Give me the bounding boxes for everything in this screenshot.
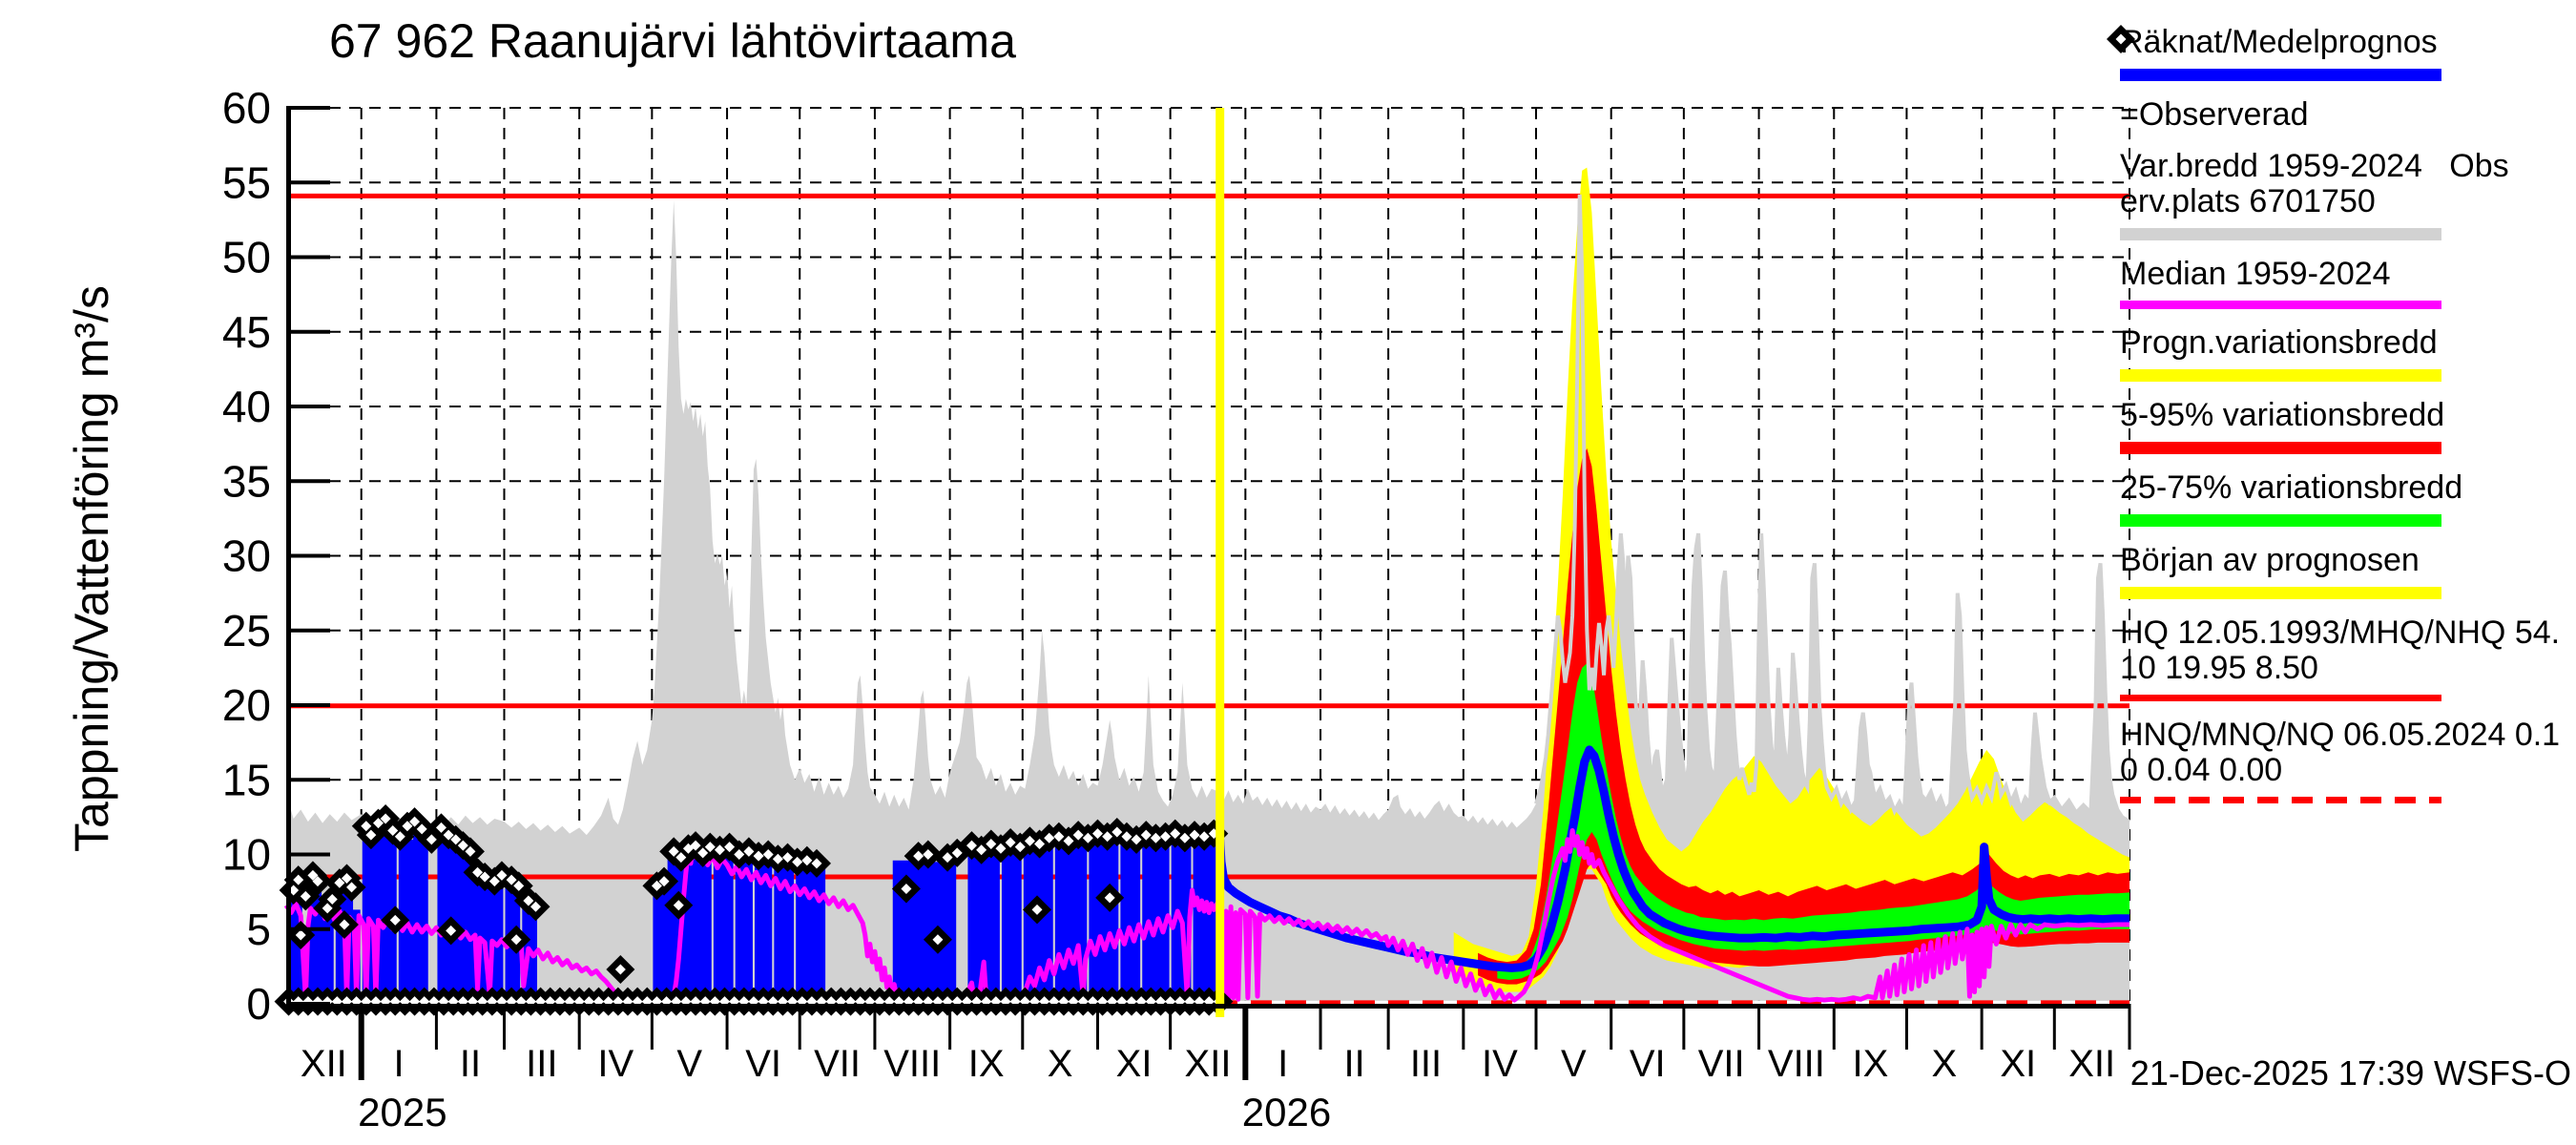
axes: [286, 106, 2131, 1080]
svg-text:5: 5: [246, 905, 271, 954]
svg-text:15: 15: [222, 755, 271, 804]
svg-text:VII: VII: [1698, 1043, 1745, 1085]
median-line: [283, 827, 2129, 1005]
svg-text:IX: IX: [1852, 1043, 1888, 1085]
svg-text:2026: 2026: [1242, 1090, 1331, 1135]
svg-text:IX: IX: [968, 1043, 1005, 1085]
svg-text:2025: 2025: [358, 1090, 447, 1135]
legend-sample-raknat: [2120, 69, 2441, 81]
observed-range-area: [286, 194, 2129, 1001]
legend-label-observerad: =Observerad: [2107, 25, 2576, 133]
legend-sample-hq: [2120, 695, 2441, 701]
legend-sample-varbredd: [2120, 228, 2441, 240]
svg-text:V: V: [676, 1043, 702, 1085]
svg-text:55: 55: [222, 157, 271, 207]
legend-item-progn-variationsbredd: Progn.variationsbredd: [2120, 325, 2576, 382]
svg-text:XI: XI: [1116, 1043, 1153, 1085]
forecast-mean-line: [1215, 745, 2129, 972]
svg-text:40: 40: [222, 382, 271, 431]
legend-item-hnq: HNQ/MNQ/NQ 06.05.2024 0.1 0 0.04 0.00: [2120, 718, 2576, 803]
svg-text:IV: IV: [597, 1043, 634, 1085]
svg-text:X: X: [1048, 1043, 1073, 1085]
legend-label-raknat: Räknat/Medelprognos: [2120, 24, 2438, 60]
observed-diamond-icon: [2107, 25, 2135, 53]
computed-flow-bars: [289, 827, 1220, 1006]
legend-item-raknat: Räknat/Medelprognos: [2120, 25, 2576, 81]
svg-text:0: 0: [246, 979, 271, 1029]
legend-label-varbredd: Var.bredd 1959-2024 Obs erv.plats 6701750: [2120, 148, 2509, 219]
svg-text:10: 10: [222, 830, 271, 880]
legend-label-hq: HQ 12.05.1993/MHQ/NHQ 54. 10 19.95 8.50: [2120, 614, 2561, 686]
timestamp: 21-Dec-2025 17:39 WSFS-O: [2129, 1053, 2571, 1093]
svg-text:XI: XI: [2000, 1043, 2036, 1085]
svg-text:II: II: [460, 1043, 481, 1085]
svg-text:35: 35: [222, 456, 271, 506]
range-25-75-area: [1497, 663, 2129, 980]
legend-label-borjan: Början av prognosen: [2120, 542, 2420, 578]
legend-sample-var-5-95: [2120, 442, 2441, 454]
legend-item-hq: HQ 12.05.1993/MHQ/NHQ 54. 10 19.95 8.50: [2120, 615, 2576, 701]
svg-text:20: 20: [222, 680, 271, 730]
page-title: 67 962 Raanujärvi lähtövirtaama: [329, 14, 1016, 68]
legend-item-observerad: =Observerad: [2107, 25, 2576, 133]
legend-sample-hnq: [2120, 797, 2441, 803]
svg-text:XII: XII: [2068, 1043, 2115, 1085]
svg-text:II: II: [1343, 1043, 1364, 1085]
svg-text:III: III: [526, 1043, 557, 1085]
svg-text:VII: VII: [814, 1043, 861, 1085]
forecast-start-line: [1215, 108, 1225, 1017]
legend-label-hnq: HNQ/MNQ/NQ 06.05.2024 0.1 0 0.04 0.00: [2120, 717, 2561, 788]
svg-text:I: I: [1278, 1043, 1288, 1085]
legend-item-var-5-95: 5-95% variationsbredd: [2120, 398, 2576, 454]
svg-text:III: III: [1410, 1043, 1442, 1085]
svg-text:60: 60: [222, 83, 271, 133]
legend-sample-median: [2120, 301, 2441, 309]
svg-text:IV: IV: [1482, 1043, 1518, 1085]
legend-label-var-25-75: 25-75% variationsbredd: [2120, 469, 2463, 506]
svg-text:VI: VI: [745, 1043, 781, 1085]
legend-item-median: Median 1959-2024: [2120, 257, 2576, 309]
svg-text:25: 25: [222, 606, 271, 656]
legend: Räknat/Medelprognos =Observerad Var.bredd …: [2107, 25, 2576, 820]
svg-text:30: 30: [222, 531, 271, 581]
legend-item-var-25-75: 25-75% variationsbredd: [2120, 470, 2576, 527]
svg-text:XII: XII: [301, 1043, 347, 1085]
observation-diamond-holes: [283, 813, 1224, 1008]
legend-sample-var-25-75: [2120, 514, 2441, 527]
svg-text:50: 50: [222, 233, 271, 282]
legend-sample-progn-variationsbredd: [2120, 369, 2441, 382]
legend-item-borjan: Början av prognosen: [2120, 543, 2576, 599]
observed-range-edge: [1534, 194, 2131, 823]
svg-text:VI: VI: [1630, 1043, 1666, 1085]
svg-text:I: I: [393, 1043, 404, 1085]
legend-label-median: Median 1959-2024: [2120, 256, 2391, 292]
svg-text:45: 45: [222, 307, 271, 357]
y-axis-label: Tappning/Vattenföring m³/s: [65, 285, 118, 852]
svg-text:VIII: VIII: [883, 1043, 941, 1085]
svg-text:VIII: VIII: [1768, 1043, 1825, 1085]
legend-sample-borjan: [2120, 587, 2441, 599]
legend-item-varbredd: Var.bredd 1959-2024 Obs erv.plats 6701750: [2120, 149, 2576, 240]
range-5-95-area: [1478, 448, 2129, 985]
legend-label-progn-variationsbredd: Progn.variationsbredd: [2120, 324, 2438, 361]
svg-text:XII: XII: [1185, 1043, 1232, 1085]
legend-label-var-5-95: 5-95% variationsbredd: [2120, 397, 2445, 433]
svg-text:V: V: [1561, 1043, 1587, 1085]
svg-text:X: X: [1931, 1043, 1957, 1085]
